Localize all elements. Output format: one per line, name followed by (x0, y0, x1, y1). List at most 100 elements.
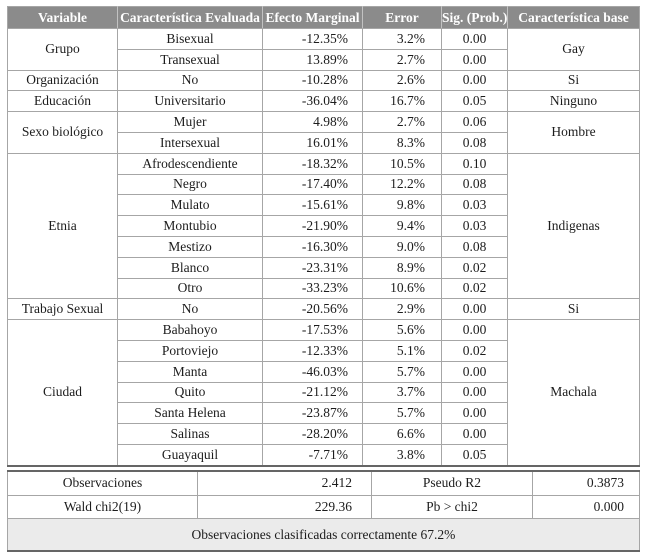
efecto-marginal-cell: -46.03% (262, 360, 363, 383)
base-cell: Ninguno (507, 90, 640, 113)
caracteristica-cell: No (117, 298, 263, 321)
table-row: Trabajo Sexual No -20.56% 2.9% 0.00 Si (7, 298, 640, 321)
error-cell: 8.3% (362, 131, 442, 154)
sig-cell: 0.10 (441, 152, 508, 175)
error-cell: 9.0% (362, 235, 442, 258)
caracteristica-cell: Mestizo (117, 235, 263, 258)
efecto-marginal-cell: -28.20% (262, 423, 363, 445)
summary-footer-row: Observaciones clasificadas correctamente… (7, 518, 640, 552)
sig-cell: 0.03 (441, 194, 508, 217)
summary-tbody: Observaciones 2.412 Pseudo R2 0.3873 Wald ch… (7, 470, 640, 552)
efecto-marginal-cell: -21.12% (262, 381, 363, 404)
table-row: Etnia Afrodescendiente -18.32% 10.5% 0.10 Ind… (7, 152, 640, 300)
table-row: Manta -46.03% 5.7% 0.00 (8, 360, 640, 383)
sig-cell: 0.08 (441, 235, 508, 258)
error-cell: 5.6% (362, 319, 442, 341)
results-tbody: Grupo Bisexual -12.35% 3.2% 0.00 Gay Transexua… (7, 28, 640, 467)
table-row: Educación Universitario -36.04% 16.7% 0.05 Ni… (7, 90, 640, 113)
efecto-marginal-cell: -12.35% (262, 28, 363, 50)
table-row: Sexo biológico Mujer 4.98% 2.7% 0.06 Hombre (7, 111, 640, 154)
efecto-marginal-cell: -18.32% (262, 152, 363, 175)
efecto-marginal-cell: -15.61% (262, 194, 363, 217)
sig-cell: 0.00 (441, 48, 508, 71)
column-header-sig-prob: Sig. (Prob.) (441, 6, 508, 29)
sig-cell: 0.00 (441, 360, 508, 383)
error-cell: 3.2% (362, 28, 442, 50)
caracteristica-cell: Salinas (117, 423, 263, 445)
header-row: Variable Característica Evaluada Efecto … (7, 6, 640, 29)
error-cell: 3.8% (362, 443, 442, 467)
column-header-variable: Variable (7, 6, 118, 29)
caracteristica-cell: Guayaquil (117, 443, 263, 467)
sig-cell: 0.00 (441, 298, 508, 321)
sig-cell: 0.00 (441, 69, 508, 92)
caracteristica-cell: No (117, 69, 263, 92)
error-cell: 2.6% (362, 69, 442, 92)
efecto-marginal-cell: -10.28% (262, 69, 363, 92)
variable-cell: Organización (7, 69, 118, 92)
efecto-marginal-cell: -20.56% (262, 298, 363, 321)
sig-cell: 0.00 (441, 423, 508, 445)
caracteristica-cell: Negro (117, 173, 263, 196)
error-cell: 2.7% (362, 48, 442, 71)
caracteristica-cell: Blanco (117, 256, 263, 279)
sig-cell: 0.02 (441, 277, 508, 300)
sig-cell: 0.00 (441, 28, 508, 50)
caracteristica-cell: Intersexual (117, 131, 263, 154)
table-row: Blanco -23.31% 8.9% 0.02 (8, 256, 640, 279)
table-row: Mestizo -16.30% 9.0% 0.08 (8, 235, 640, 258)
caracteristica-cell: Manta (117, 360, 263, 383)
sig-cell: 0.02 (441, 339, 508, 362)
caracteristica-cell: Transexual (117, 48, 263, 71)
efecto-marginal-cell: 16.01% (262, 131, 363, 154)
table-row: Montubio -21.90% 9.4% 0.03 (8, 215, 640, 237)
error-cell: 5.7% (362, 360, 442, 383)
caracteristica-cell: Universitario (117, 90, 263, 113)
table-row: Ciudad Babahoyo -17.53% 5.6% 0.00 Machala (7, 319, 640, 467)
efecto-marginal-cell: -12.33% (262, 339, 363, 362)
column-header-error: Error (362, 6, 442, 29)
efecto-marginal-cell: -33.23% (262, 277, 363, 300)
column-header-caracteristica: Característica Evaluada (117, 6, 263, 29)
variable-cell: Educación (7, 90, 118, 113)
error-cell: 10.6% (362, 277, 442, 300)
error-cell: 5.7% (362, 402, 442, 425)
sig-cell: 0.08 (441, 131, 508, 154)
error-cell: 9.8% (362, 194, 442, 217)
summary-row: Wald chi2(19) 229.36 Pb > chi2 0.000 (7, 494, 640, 519)
caracteristica-cell: Otro (117, 277, 263, 300)
summary-row: Observaciones 2.412 Pseudo R2 0.3873 (7, 470, 640, 496)
caracteristica-cell: Santa Helena (117, 402, 263, 425)
sig-cell: 0.00 (441, 319, 508, 341)
efecto-marginal-cell: -17.40% (262, 173, 363, 196)
sig-cell: 0.06 (441, 111, 508, 133)
efecto-marginal-cell: -36.04% (262, 90, 363, 113)
marginal-effects-table: Variable Característica Evaluada Efecto … (7, 6, 640, 467)
sig-cell: 0.05 (441, 443, 508, 467)
efecto-marginal-cell: -7.71% (262, 443, 363, 467)
caracteristica-cell: Mujer (117, 111, 263, 133)
variable-cell: Grupo (7, 28, 118, 71)
sig-cell: 0.03 (441, 215, 508, 237)
error-cell: 2.7% (362, 111, 442, 133)
table-row: Santa Helena -23.87% 5.7% 0.00 (8, 402, 640, 425)
error-cell: 10.5% (362, 152, 442, 175)
efecto-marginal-cell: -21.90% (262, 215, 363, 237)
summary-value-cell: 2.412 (197, 470, 372, 496)
efecto-marginal-cell: -23.87% (262, 402, 363, 425)
efecto-marginal-cell: -23.31% (262, 256, 363, 279)
column-header-caracteristica-base: Característica base (507, 6, 640, 29)
variable-cell: Sexo biológico (7, 111, 118, 154)
base-cell: Hombre (507, 111, 640, 154)
table-row: Guayaquil -7.71% 3.8% 0.05 (8, 443, 640, 467)
sig-cell: 0.00 (441, 402, 508, 425)
summary-value-cell: 0.3873 (532, 470, 640, 496)
table-row: Mulato -15.61% 9.8% 0.03 (8, 194, 640, 217)
summary-value-cell: 0.000 (532, 494, 640, 519)
efecto-marginal-cell: 4.98% (262, 111, 363, 133)
caracteristica-cell: Babahoyo (117, 319, 263, 341)
efecto-marginal-cell: -17.53% (262, 319, 363, 341)
efecto-marginal-cell: 13.89% (262, 48, 363, 71)
sig-cell: 0.05 (441, 90, 508, 113)
